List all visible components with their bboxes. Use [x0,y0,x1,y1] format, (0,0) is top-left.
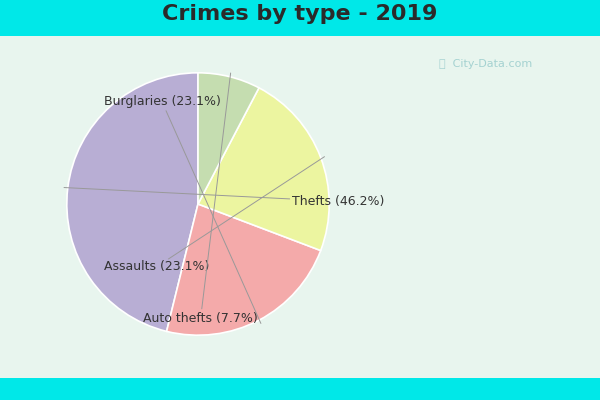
Text: Assaults (23.1%): Assaults (23.1%) [104,157,325,274]
Wedge shape [67,73,198,331]
Wedge shape [198,88,329,250]
Wedge shape [167,204,320,335]
Text: Burglaries (23.1%): Burglaries (23.1%) [104,95,261,324]
Text: ⓘ  City-Data.com: ⓘ City-Data.com [439,59,533,69]
Text: Auto thefts (7.7%): Auto thefts (7.7%) [143,73,258,324]
Text: Crimes by type - 2019: Crimes by type - 2019 [163,4,437,24]
Text: Thefts (46.2%): Thefts (46.2%) [64,188,385,208]
Wedge shape [198,73,259,204]
